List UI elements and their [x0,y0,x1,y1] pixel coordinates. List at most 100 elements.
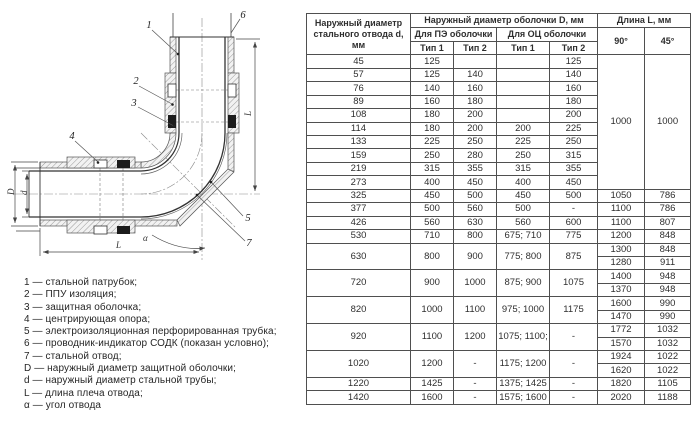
header-90deg: 90° [597,26,646,56]
table-row: 630 800 900 775; 800 875 1300 848 [306,242,692,271]
callout-1: 1 [146,20,151,31]
table-cell: 1020 [306,350,411,378]
table-cell: 1000 [410,296,454,325]
table-row: 720 900 1000 875; 900 1075 1400 948 [306,269,692,298]
table-cell: - [548,376,599,392]
table-header: Наружный диаметр стального отвода d, мм … [306,12,692,56]
table-cell: 140 [453,67,497,83]
table-cell: 200 [496,121,550,137]
table-cell: 133 [306,134,411,150]
centering-supports [93,83,237,235]
header-oc-casing: Для ОЦ оболочки [495,26,599,42]
table-cell: 140 [410,81,454,96]
table-cell: 675; 710 [496,229,550,244]
table-cell: 250 [410,148,454,163]
table-cell: 900 [410,269,454,298]
dimension-labels: L L D d α [6,111,253,250]
table-cell: 280 [453,148,497,163]
header-pe-type1: Тип 1 [410,40,454,56]
table-cell: 450 [410,188,454,204]
spec-table: Наружный диаметр стального отвода d, мм … [306,12,692,405]
table-cell: 630 [306,242,411,271]
legend-item: α — угол отвода [24,399,102,411]
elbow-diagram: L L D d α 1 [6,10,260,260]
table-cell: 1420 [306,390,411,405]
table-cell: 1022 [644,363,692,378]
table-cell: 426 [306,215,411,231]
table-cell: 315 [496,161,550,177]
table-cell: 160 [453,81,497,96]
table-row: 325 450 500 450 500 1050 786 [306,188,692,204]
table-cell [496,54,550,69]
table-cell: 450 [496,188,550,204]
table-body: 45 125 125 1000 1000 57 125 140 140 76 140 160 160 89… [306,54,692,405]
table-cell: 1600 [410,390,454,405]
table-cell: 1105 [644,376,692,392]
legend-item: 2 — ППУ изоляция; [24,289,117,301]
table-row: 45 125 125 1000 1000 [306,54,692,190]
callout-2: 2 [133,76,139,87]
table-cell: 720 [306,269,411,298]
table-cell: 800 [453,229,497,244]
table-cell: 225 [548,121,599,137]
leader-dots [96,52,213,197]
table-cell: 57 [306,67,411,83]
table-cell: 630 [453,215,497,231]
table-cell: 948 [644,269,692,284]
table-cell: 975; 1000 [496,296,550,325]
legend-item: D — наружный диаметр защитной оболочки; [24,363,236,375]
table-cell: 1075; 1100; [496,323,550,352]
header-pe-casing: Для ПЭ оболочки [410,26,497,42]
table-cell: 160 [410,94,454,110]
table-cell: 315 [410,161,454,177]
table-cell: 400 [410,175,454,190]
legend-item: 5 — электроизоляционная перфорированная … [24,326,277,338]
table-cell: 125 [410,54,454,69]
spec-table-panel: Наружный диаметр стального отвода d, мм … [306,12,692,405]
table-cell: 600 [548,215,599,231]
table-row: 108 180 200 200 [306,108,691,123]
table-cell: 400 [496,175,550,190]
table-row: 920 1100 1200 1075; 1100; -1772 1032 [306,323,692,352]
table-cell: 125 [410,67,454,83]
table-cell: 775 [548,229,599,244]
table-cell: 114 [306,121,411,137]
table-cell: 820 [306,296,411,325]
table-cell: 875; 900 [496,269,550,298]
table-cell: 500 [410,202,454,217]
table-cell: 125 [548,54,599,69]
table-cell: 807 [644,215,692,231]
table-cell: 89 [306,94,411,110]
table-cell: 1050 [597,188,646,204]
callout-4: 4 [69,131,75,142]
table-cell: 355 [453,161,497,177]
table-cell: - [453,350,497,378]
table-cell: 1220 [306,376,411,392]
table-cell: 1188 [644,390,692,405]
table-cell: 1400 [597,269,646,284]
table-cell [496,67,550,83]
table-cell: 1100 [453,296,497,325]
table-cell: 848 [644,229,692,244]
table-cell: 500 [496,202,550,217]
table-row: 530 710 800 675; 710 775 1200 848 [306,229,692,244]
table-cell: 250 [496,148,550,163]
table-cell [496,81,550,96]
table-cell: 1924 [597,349,646,365]
callout-3: 3 [130,98,136,109]
table-cell: - [548,350,599,378]
table-cell: 180 [410,108,454,123]
table-cell: 1280 [597,255,646,271]
table-cell: 225 [496,134,550,150]
table-cell: 1200 [597,229,646,244]
table-cell: 200 [453,121,497,137]
dimension-lines [11,38,260,256]
callout-7: 7 [246,238,252,249]
dim-label-d: d [19,190,29,195]
table-cell: 1375; 1425 [496,376,550,392]
table-cell: - [453,376,497,392]
dim-label-D: D [6,188,16,196]
table-cell: 1032 [644,323,692,338]
table-cell: 1100 [597,215,646,231]
